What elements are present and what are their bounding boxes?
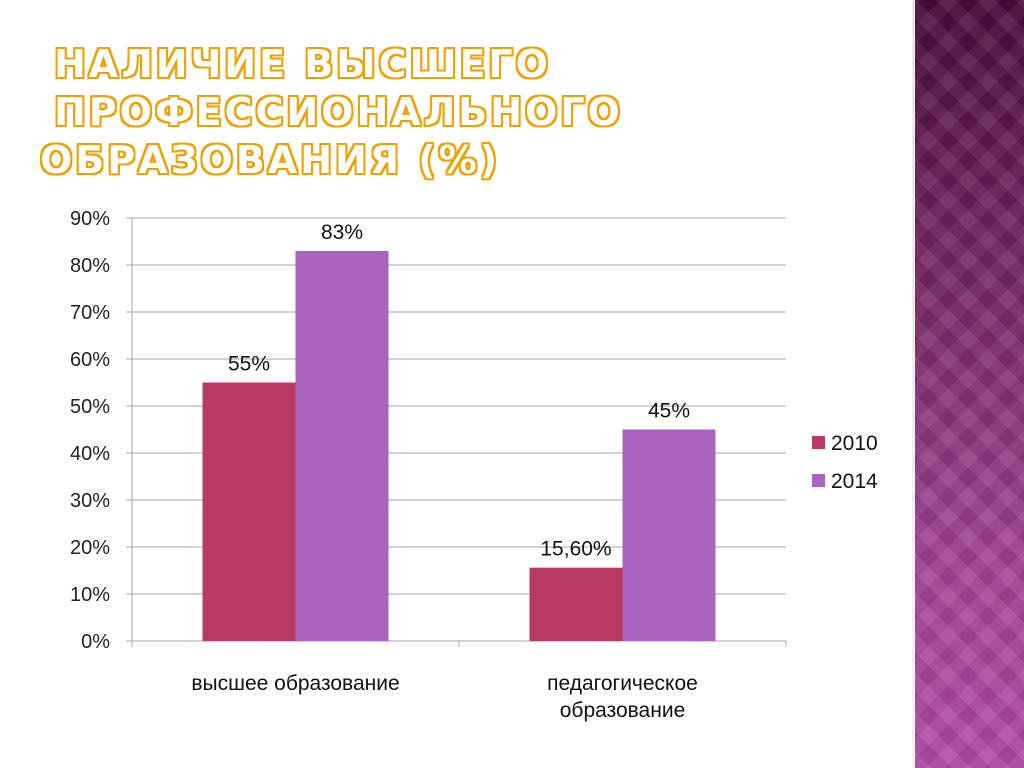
decorative-side-panel: [912, 0, 1024, 768]
y-tick-label: 10%: [70, 584, 110, 606]
category-label: высшее образование: [191, 672, 399, 695]
bar-2014: [622, 429, 716, 641]
bar-2010: [529, 567, 623, 641]
slide-title: НАЛИЧИЕ ВЫСШЕГО ПРОФЕССИОНАЛЬНОГО ОБРАЗО…: [40, 40, 910, 184]
data-label: 55%: [228, 353, 270, 376]
y-tick-label: 40%: [70, 443, 110, 465]
data-label: 45%: [648, 400, 690, 423]
y-tick-label: 20%: [70, 537, 110, 559]
title-line-1: НАЛИЧИЕ ВЫСШЕГО ПРОФЕССИОНАЛЬНОГО: [54, 42, 623, 134]
bar-2014: [295, 250, 389, 641]
y-tick-label: 80%: [70, 255, 110, 277]
data-label: 83%: [321, 221, 363, 244]
data-label: 15,60%: [540, 538, 611, 561]
legend-swatch-2010: [812, 436, 825, 449]
y-tick-label: 0%: [81, 631, 110, 653]
category-label: педагогическое образование: [547, 672, 698, 722]
legend-label: 2010: [831, 432, 878, 455]
y-tick-label: 70%: [70, 302, 110, 324]
legend-swatch-2014: [812, 474, 825, 487]
y-tick-label: 30%: [70, 490, 110, 512]
title-line-2: ОБРАЗОВАНИЯ (%): [40, 138, 501, 182]
y-tick-label: 50%: [70, 396, 110, 418]
y-tick-label: 90%: [70, 208, 110, 230]
bar-2010: [202, 382, 296, 641]
legend-label: 2014: [831, 470, 878, 493]
y-tick-label: 60%: [70, 349, 110, 371]
